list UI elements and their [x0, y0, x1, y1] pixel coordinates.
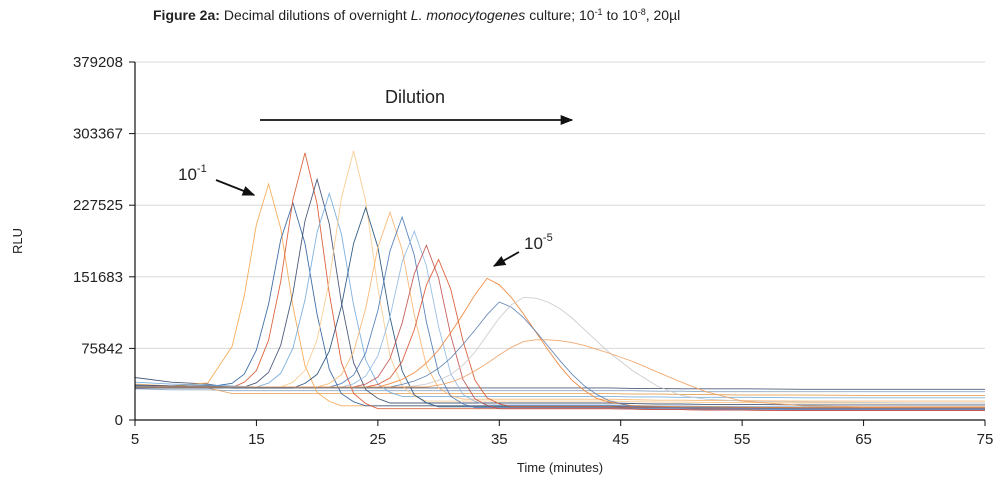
x-tick-label: 75: [977, 431, 994, 448]
arrow: [215, 179, 256, 196]
x-tick-label: 55: [734, 431, 751, 448]
annotation: 10-5: [524, 232, 553, 253]
series-line: [134, 191, 985, 399]
y-tick-label: 151683: [73, 269, 123, 286]
x-tick-label: 45: [612, 431, 629, 448]
x-tick-label: 5: [131, 431, 139, 448]
title-part: Decimal dilutions of overnight: [224, 7, 407, 23]
series-line: [135, 339, 985, 408]
series-line: [135, 258, 985, 410]
series-line: [135, 229, 985, 408]
y-tick-label: 75842: [81, 340, 123, 357]
series-line: [134, 383, 985, 396]
title-sup: -8: [638, 7, 646, 17]
y-tick-label: 227525: [73, 197, 123, 214]
series-line: [134, 182, 985, 409]
annotation-text: 10: [178, 165, 197, 184]
chart-title: Figure 2a: Decimal dilutions of overnight…: [153, 7, 680, 23]
annotation-sup: -5: [543, 232, 553, 244]
annotation-sup: -1: [197, 163, 207, 175]
y-axis-label: RLU: [10, 228, 25, 254]
annotation: Dilution: [385, 87, 445, 107]
x-tick-label: 65: [855, 431, 872, 448]
series-line: [134, 201, 985, 408]
x-axis-label: Time (minutes): [517, 460, 603, 475]
title-sup: -1: [595, 7, 603, 17]
x-tick-label: 35: [491, 431, 508, 448]
series-line: [135, 215, 985, 411]
title-part: , 20µl: [646, 7, 681, 23]
y-tick-label: 0: [115, 412, 123, 429]
y-tick-label: 379208: [73, 54, 123, 71]
title-part: Figure 2a:: [153, 7, 220, 23]
annotation: 10-1: [178, 163, 207, 184]
x-tick-label: 15: [248, 431, 265, 448]
annotation-text: 10: [524, 234, 543, 253]
x-tick-label: 25: [370, 431, 387, 448]
series-line: [135, 210, 985, 402]
title-part: culture; 10: [529, 7, 595, 23]
arrow: [492, 251, 520, 267]
title-part: L. monocytogenes: [411, 7, 525, 23]
plot-area: [129, 61, 986, 426]
title-part: to 10: [607, 7, 638, 23]
series-line: [134, 388, 985, 393]
series-line: [134, 177, 985, 406]
series-line: [135, 150, 985, 404]
series-line: [135, 152, 985, 412]
y-tick-label: 303367: [73, 126, 123, 143]
